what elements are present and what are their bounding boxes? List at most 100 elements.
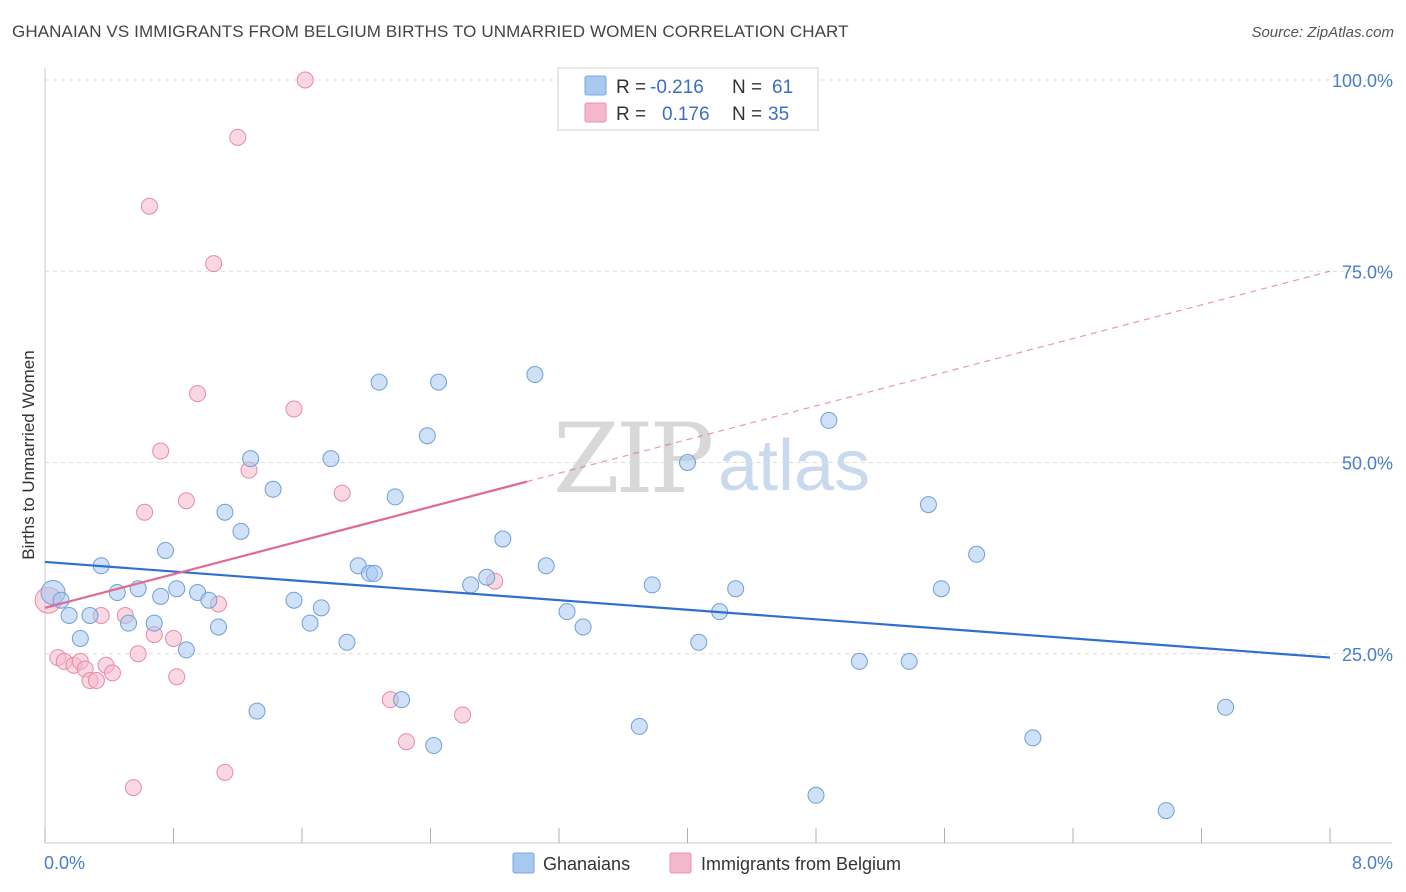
belgium-point [136,503,154,521]
belgium-point [333,484,351,502]
ghanaian-point [120,614,138,632]
belgium-point [103,664,121,682]
belgium-point [165,629,182,647]
ghanaian-point [322,450,340,468]
belgium-point [168,668,186,686]
ghanaian-point [574,618,592,636]
bottom-legend-swatch-ghanaians [512,852,535,874]
ghanaian-point [209,618,227,636]
belgium-point [189,385,207,403]
ghanaian-point [807,786,825,804]
ghanaian-point [820,411,838,429]
ghanaian-point [386,488,404,506]
y-axis-tick-labels: 25.0% 50.0% 75.0% 100.0% [1332,71,1393,665]
ghanaian-point [338,633,356,651]
ghanaian-point [537,557,555,575]
legend-r-value-2: 0.176 [662,104,710,125]
belgium-point [124,779,142,797]
ghanaian-point [727,580,745,598]
ghanaian-point [932,580,950,598]
ghanaian-point [264,480,282,498]
belgium-point [177,492,195,510]
ghanaian-trend-line [44,560,1331,659]
belgium-point [87,672,105,690]
ghanaian-point [156,541,174,559]
ghanaian-point [968,545,986,563]
belgium-point [229,128,247,146]
belgium-point [397,733,415,751]
bottom-legend-ghanaians: Ghanaians [543,854,630,874]
ghanaian-point [242,450,260,468]
ghanaian-point [425,737,443,755]
bottom-legend-belgium: Immigrants from Belgium [701,854,901,874]
watermark-atlas: atlas [718,426,870,506]
belgium-points [34,71,504,797]
ghanaian-point [558,603,576,621]
ghanaian-point [370,373,388,391]
legend-n-value-2: 35 [768,104,789,125]
grid-lines [45,79,1392,655]
ghanaian-point [71,629,89,647]
ghanaian-point [1157,802,1175,820]
source-credit: Source: ZipAtlas.com [1251,24,1394,41]
ghanaian-point [365,564,383,582]
ghanaian-point [312,599,330,617]
ghanaian-point [494,530,512,548]
bottom-legend-swatch-belgium [669,852,692,874]
ghanaian-point [462,576,480,594]
ghanaian-point [248,702,266,720]
ghanaian-point [478,568,496,586]
ghanaian-points [40,366,1235,820]
belgium-point [140,197,158,215]
ghanaian-point [679,454,696,471]
ghanaian-point [232,522,250,540]
belgium-point [454,706,472,724]
ghanaian-point [900,652,918,670]
ghanaian-point [1217,698,1235,716]
ghanaian-point [200,591,218,609]
belgium-point [285,400,303,418]
ghanaian-point [152,587,170,605]
belgium-point [205,255,223,273]
y-tick-label-50: 50.0% [1342,454,1393,474]
trend-lines [44,270,1331,659]
belgium-point [296,71,314,89]
ghanaian-point [1024,729,1042,747]
ghanaian-point [285,591,303,609]
x-tick-label-min: 0.0% [44,853,85,873]
belgium-trend-extension [526,270,1331,483]
belgium-point [129,645,147,663]
ghanaian-point [145,614,163,632]
ghanaian-point [393,691,411,709]
ghanaian-point [301,614,319,632]
belgium-point [152,442,170,460]
y-axis-label: Births to Unmarried Women [19,350,38,559]
ghanaian-point [919,496,937,514]
belgium-point [216,763,234,781]
ghanaian-point [216,503,234,521]
legend-r-label-1: R = [616,77,646,98]
correlation-legend: R = -0.216 N = 61 R = 0.176 N = 35 [557,67,819,131]
belgium-trend-line [44,480,528,609]
ghanaian-point [177,641,195,659]
legend-n-label-2: N = [732,104,762,125]
ghanaian-point [418,427,436,445]
y-tick-label-75: 75.0% [1342,262,1393,282]
legend-n-value-1: 61 [772,77,793,98]
ghanaian-point [690,633,708,651]
y-tick-label-100: 100.0% [1332,71,1393,91]
x-axis-ticks [44,828,1331,843]
series-legend: Ghanaians Immigrants from Belgium [512,852,901,874]
ghanaian-point [643,576,661,594]
legend-swatch-ghanaians [584,75,607,96]
ghanaian-point [630,717,648,735]
ghanaian-point [850,652,868,670]
ghanaian-point [526,366,544,384]
ghanaian-point [81,607,99,624]
y-tick-label-25: 25.0% [1342,645,1393,665]
legend-r-value-1: -0.216 [650,77,704,98]
chart-title: GHANAIAN VS IMMIGRANTS FROM BELGIUM BIRT… [12,22,849,41]
legend-r-label-2: R = [616,104,646,125]
ghanaian-point [430,373,448,391]
x-tick-label-max: 8.0% [1352,853,1393,873]
